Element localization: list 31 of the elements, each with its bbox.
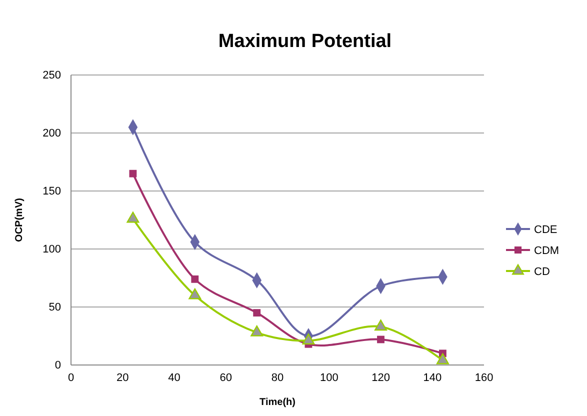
point <box>302 334 315 344</box>
point <box>374 320 387 331</box>
point <box>129 170 137 178</box>
y-tick-label: 150 <box>42 186 61 198</box>
point <box>250 325 264 336</box>
point <box>191 275 199 283</box>
point <box>126 212 140 223</box>
legend-label: CD <box>534 266 550 278</box>
x-tick-label: 140 <box>423 372 442 384</box>
legend-label: CDE <box>534 224 558 236</box>
x-tick-label: 60 <box>220 372 232 384</box>
x-tick-label: 80 <box>271 372 284 384</box>
legend-label: CDM <box>534 245 560 257</box>
point <box>253 309 261 317</box>
x-axis-title: Time(h) <box>260 397 296 408</box>
y-tick-label: 200 <box>42 128 61 140</box>
chart-title: Maximum Potential <box>218 31 392 52</box>
y-tick-label: 250 <box>42 70 61 82</box>
x-tick-label: 120 <box>372 372 390 384</box>
point <box>436 353 449 364</box>
x-tick-label: 20 <box>116 372 129 384</box>
x-tick-label: 40 <box>168 372 180 384</box>
y-tick-label: 0 <box>54 360 61 372</box>
point <box>188 288 202 300</box>
point <box>377 336 384 344</box>
y-axis-title: OCP(mV) <box>14 198 25 242</box>
x-tick-label: 160 <box>474 372 494 384</box>
y-tick-label: 100 <box>42 244 61 256</box>
x-tick-label: 100 <box>320 372 338 384</box>
x-tick-label: 0 <box>68 372 74 384</box>
y-tick-label: 50 <box>48 302 61 314</box>
